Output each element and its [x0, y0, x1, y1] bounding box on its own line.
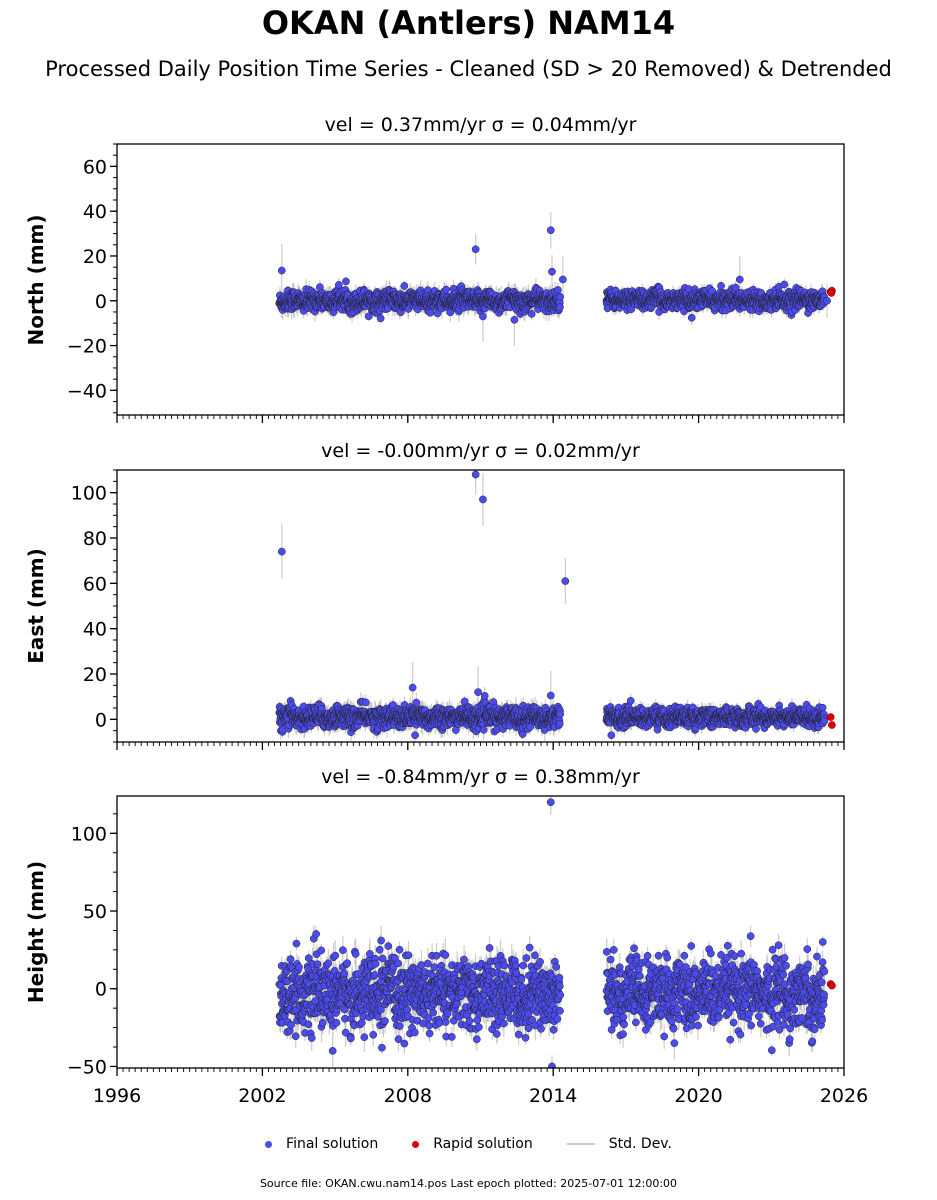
- final-solution-point: [556, 292, 565, 301]
- final-solution-point: [554, 286, 562, 294]
- final-solution-point: [364, 312, 373, 321]
- panel-title: vel = 0.37mm/yr σ = 0.04mm/yr: [325, 114, 637, 136]
- final-solution-point: [548, 267, 556, 276]
- final-solution-point: [479, 312, 487, 321]
- final-solution-point: [556, 303, 564, 312]
- final-solution-point: [510, 315, 519, 324]
- figure-title: OKAN (Antlers) NAM14: [261, 4, 676, 42]
- y-tick-label: −20: [67, 336, 107, 358]
- data-points: [275, 212, 836, 346]
- final-solution-point: [400, 282, 409, 290]
- final-solution-point: [823, 296, 831, 305]
- data-points: [275, 470, 836, 742]
- final-solution-point: [559, 275, 567, 284]
- final-solution-point: [376, 314, 385, 323]
- y-axis-label: North (mm): [24, 214, 48, 345]
- y-axis-label: East (mm): [24, 548, 48, 664]
- final-solution-point: [717, 282, 725, 290]
- plot-frame: [116, 143, 845, 416]
- y-tick-label: −40: [67, 380, 107, 402]
- y-tick-label: 20: [83, 246, 107, 268]
- final-solution-point: [527, 310, 536, 318]
- final-solution-point: [735, 275, 744, 284]
- final-solution-point: [277, 266, 286, 275]
- final-solution-point: [442, 285, 451, 294]
- rapid-solution-point: [827, 289, 836, 297]
- final-solution-point: [780, 280, 789, 289]
- final-solution-point: [342, 277, 350, 286]
- final-solution-point: [546, 226, 555, 235]
- final-solution-point: [471, 245, 480, 254]
- panel-title: vel = -0.00mm/yr σ = 0.02mm/yr: [321, 440, 640, 462]
- final-solution-point: [334, 281, 343, 289]
- final-solution-point: [687, 313, 696, 322]
- y-tick-label: 40: [83, 201, 107, 223]
- y-tick-label: 60: [83, 156, 107, 178]
- figure-subtitle: Processed Daily Position Time Series - C…: [45, 57, 892, 81]
- y-tick-label: 0: [95, 291, 107, 313]
- final-solution-point: [731, 283, 740, 292]
